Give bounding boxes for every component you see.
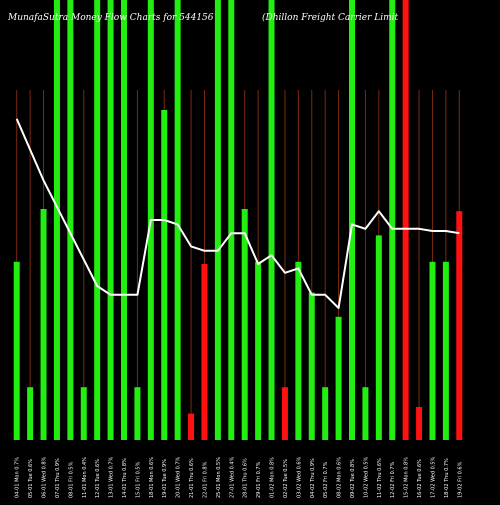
bar-14 bbox=[201, 264, 208, 440]
bar-6 bbox=[94, 0, 101, 440]
bar-24 bbox=[335, 316, 342, 440]
bar-31 bbox=[429, 261, 436, 440]
bar-23 bbox=[322, 387, 329, 440]
x-tick-label: 25-01 Mon 0.5% bbox=[216, 457, 222, 498]
x-tick-label: 20-01 Wed 0.7% bbox=[176, 456, 182, 498]
bar-33 bbox=[456, 211, 463, 440]
bar-12 bbox=[174, 0, 181, 440]
bar-20 bbox=[281, 387, 288, 440]
bar-18 bbox=[255, 261, 262, 440]
bar-2 bbox=[40, 209, 47, 440]
x-tick-label: 01-02 Mon 0.8% bbox=[270, 457, 276, 498]
x-tick-label: 13-01 Wed 0.7% bbox=[109, 456, 115, 498]
bar-0 bbox=[13, 261, 20, 440]
x-tick-label: 05-02 Fri 0.7% bbox=[323, 461, 329, 498]
bar-13 bbox=[188, 413, 195, 440]
x-tick-label: 11-01 Mon 0.4% bbox=[82, 457, 88, 498]
x-tick-label: 07-01 Thu 0.9% bbox=[55, 458, 61, 498]
x-tick-label: 14-01 Thu 0.8% bbox=[122, 458, 128, 498]
x-tick-label: 02-02 Tue 0.5% bbox=[283, 459, 289, 498]
x-tick-label: 03-02 Wed 0.6% bbox=[296, 456, 302, 498]
bar-26 bbox=[362, 387, 369, 440]
bar-4 bbox=[67, 0, 74, 440]
bar-19 bbox=[268, 0, 275, 440]
x-tick-label: 17-02 Wed 0.5% bbox=[430, 456, 436, 498]
bar-9 bbox=[134, 387, 141, 440]
x-tick-label: 27-01 Wed 0.4% bbox=[229, 456, 235, 498]
bar-15 bbox=[214, 0, 221, 440]
bar-11 bbox=[161, 110, 168, 440]
x-tick-label: 05-01 Tue 0.6% bbox=[28, 459, 34, 498]
x-tick-label: 19-01 Tue 0.9% bbox=[162, 459, 168, 498]
x-tick-label: 22-01 Fri 0.8% bbox=[202, 461, 208, 498]
bar-25 bbox=[349, 0, 355, 440]
x-tick-label: 12-01 Tue 0.6% bbox=[95, 459, 101, 498]
bar-32 bbox=[442, 261, 449, 440]
bar-22 bbox=[308, 292, 315, 440]
x-tick-label: 16-02 Tue 0.6% bbox=[417, 459, 423, 498]
bar-5 bbox=[80, 387, 87, 440]
x-tick-label: 04-01 Mon 0.7% bbox=[15, 457, 21, 498]
x-tick-label: 09-02 Tue 0.8% bbox=[350, 459, 356, 498]
bar-16 bbox=[228, 0, 235, 440]
x-tick-label: 08-02 Mon 0.6% bbox=[337, 457, 343, 498]
x-tick-label: 11-02 Thu 0.6% bbox=[377, 458, 383, 498]
x-tick-label: 15-02 Mon 0.8% bbox=[404, 457, 410, 498]
x-tick-label: 04-02 Thu 0.9% bbox=[310, 458, 316, 498]
bar-27 bbox=[375, 235, 382, 440]
bar-30 bbox=[416, 407, 423, 440]
x-tick-label: 15-01 Fri 0.5% bbox=[135, 461, 141, 498]
flow-line bbox=[15, 118, 460, 309]
bar-29 bbox=[402, 0, 409, 440]
bar-3 bbox=[53, 0, 60, 440]
x-tick-label: 18-02 Thu 0.7% bbox=[444, 458, 450, 498]
x-tick-label: 08-01 Fri 0.5% bbox=[68, 461, 74, 498]
x-tick-label: 06-01 Wed 0.8% bbox=[42, 456, 48, 498]
x-tick-label: 12-02 Fri 0.7% bbox=[390, 461, 396, 498]
bar-28 bbox=[389, 0, 396, 440]
x-tick-label: 18-01 Mon 0.6% bbox=[149, 457, 155, 498]
x-tick-label: 19-02 Fri 0.6% bbox=[457, 461, 463, 498]
x-tick-label: 28-01 Thu 0.6% bbox=[243, 458, 249, 498]
bar-17 bbox=[241, 209, 248, 440]
x-tick-label: 10-02 Wed 0.5% bbox=[363, 456, 369, 498]
bar-8 bbox=[121, 0, 127, 440]
bar-7 bbox=[107, 0, 114, 440]
x-tick-label: 21-01 Thu 0.6% bbox=[189, 458, 195, 498]
bar-21 bbox=[295, 261, 302, 440]
x-tick-label: 29-01 Fri 0.7% bbox=[256, 461, 262, 498]
bar-1 bbox=[27, 387, 34, 440]
